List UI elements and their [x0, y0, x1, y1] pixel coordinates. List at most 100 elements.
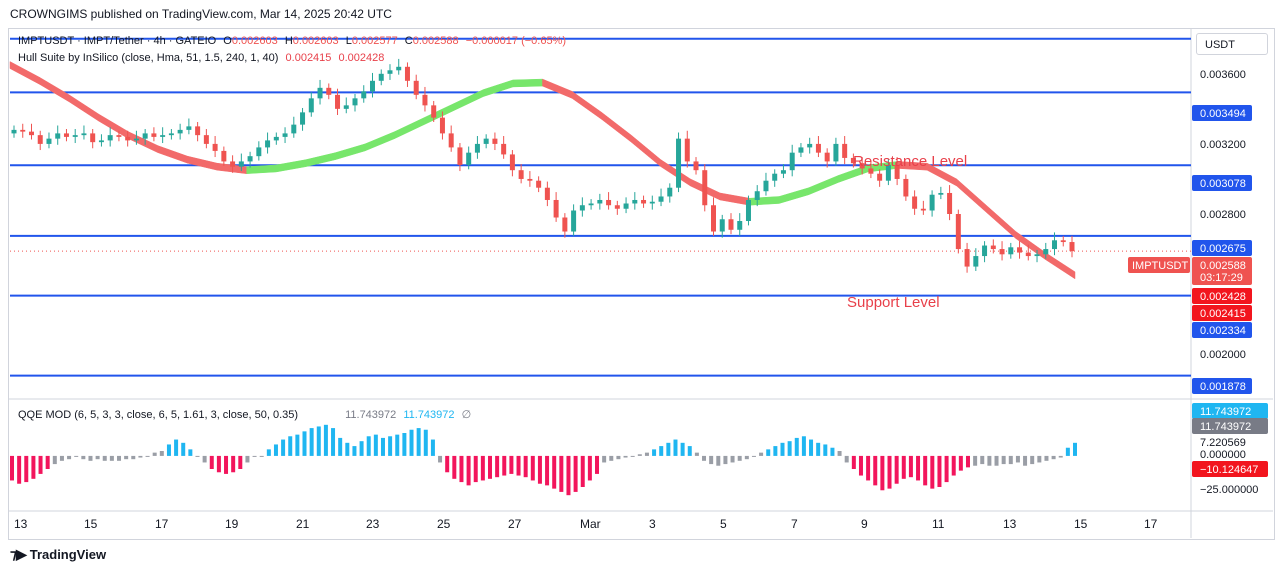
candle-body	[98, 140, 104, 143]
qqe-bar	[159, 451, 164, 456]
qqe-bar	[951, 455, 956, 476]
candle-body	[728, 219, 734, 230]
qqe-bar	[1073, 442, 1077, 456]
hull-value-1: 0.002415	[285, 52, 332, 64]
qqe-bar	[473, 455, 478, 483]
qqe-bar	[438, 455, 443, 463]
price-marker-label: 0.003078	[1200, 178, 1246, 190]
hull-segment	[512, 78, 543, 88]
chart-frame	[8, 28, 1275, 540]
qqe-bar	[973, 455, 978, 466]
time-tick-label: 15	[1074, 517, 1088, 531]
candle-body	[649, 201, 655, 204]
candle-body	[361, 91, 367, 99]
qqe-bar	[59, 455, 64, 461]
candle-body	[457, 147, 463, 165]
currency-button[interactable]: USDT	[1196, 33, 1268, 55]
qqe-bar	[794, 437, 799, 456]
hull-segment	[986, 204, 1017, 240]
qqe-bar	[366, 436, 371, 456]
qqe-bar	[302, 431, 307, 456]
hull-segment	[778, 187, 809, 204]
qqe-bar	[202, 455, 207, 463]
qqe-bar	[131, 455, 136, 460]
countdown-label: 03:17:29	[1200, 272, 1243, 284]
time-tick-label: Mar	[580, 517, 601, 531]
candle-body	[588, 203, 594, 206]
qqe-tick-label: −25.000000	[1200, 484, 1258, 496]
hull-segment	[808, 175, 839, 196]
hull-value-2: 0.002428	[338, 52, 385, 64]
hull-title: Hull Suite by InSilico (close, Hma, 51, …	[18, 52, 279, 64]
candle-body	[474, 143, 480, 153]
candle-body	[509, 154, 515, 171]
candle-body	[343, 105, 349, 109]
candle-body	[20, 129, 26, 132]
candle-body	[641, 199, 647, 204]
high-value: 0.002603	[292, 35, 339, 47]
qqe-bar	[102, 455, 107, 461]
time-tick-label: 9	[861, 517, 868, 531]
qqe-bar	[1023, 455, 1028, 466]
qqe-bar	[216, 455, 221, 473]
qqe-bar	[331, 428, 336, 456]
qqe-bar	[224, 455, 229, 474]
qqe-bar	[595, 455, 600, 474]
candle-body	[868, 168, 874, 174]
candle-body	[763, 180, 769, 192]
candle-body	[247, 156, 253, 162]
hull-segment	[631, 134, 662, 168]
candle-body	[789, 152, 795, 171]
time-tick-label: 15	[84, 517, 98, 531]
hull-segment	[394, 117, 425, 140]
qqe-bar	[309, 428, 314, 456]
candle-body	[606, 199, 612, 206]
qqe-bar	[17, 455, 22, 484]
candle-body	[798, 147, 804, 153]
qqe-bar	[416, 428, 421, 456]
qqe-bar	[188, 449, 193, 456]
candle-body	[265, 140, 271, 148]
hull-legend: Hull Suite by InSilico (close, Hma, 51, …	[18, 52, 388, 64]
candle-body	[273, 136, 279, 141]
qqe-bar	[652, 449, 657, 456]
time-tick-label: 17	[155, 517, 169, 531]
close-label: C	[404, 35, 413, 47]
tradingview-logo[interactable]: ⁊▶ TradingView	[10, 546, 106, 563]
candle-body	[571, 210, 577, 232]
qqe-bar	[573, 455, 578, 492]
candle-body	[212, 143, 218, 151]
candle-body	[230, 161, 236, 167]
qqe-bar	[958, 455, 963, 471]
qqe-bar	[987, 455, 992, 466]
qqe-bar	[830, 447, 835, 456]
qqe-bar	[181, 442, 186, 456]
qqe-bar	[694, 452, 699, 456]
qqe-bar	[487, 455, 492, 479]
hull-segment	[956, 178, 987, 213]
candle-body	[352, 98, 358, 106]
candle-body	[326, 87, 332, 95]
time-tick-label: 13	[1003, 517, 1017, 531]
candle-body	[186, 126, 192, 130]
qqe-bar	[45, 455, 50, 469]
candle-body	[1052, 240, 1058, 250]
candle-body	[431, 105, 437, 118]
candle-body	[396, 66, 402, 71]
qqe-bar	[166, 444, 171, 456]
hull-segment	[157, 145, 188, 164]
candle-body	[999, 249, 1005, 255]
price-marker-box	[1192, 305, 1252, 321]
time-tick-label: 5	[720, 517, 727, 531]
qqe-bar	[730, 455, 735, 463]
candle-body	[501, 143, 507, 155]
candle-body	[378, 73, 384, 81]
candle-body	[160, 135, 166, 137]
candle-body	[562, 217, 568, 232]
candle-body	[912, 196, 918, 209]
tradingview-brand: TradingView	[29, 547, 107, 562]
qqe-bar	[630, 455, 635, 457]
qqe-bar	[345, 442, 350, 456]
hull-segment	[335, 143, 366, 161]
